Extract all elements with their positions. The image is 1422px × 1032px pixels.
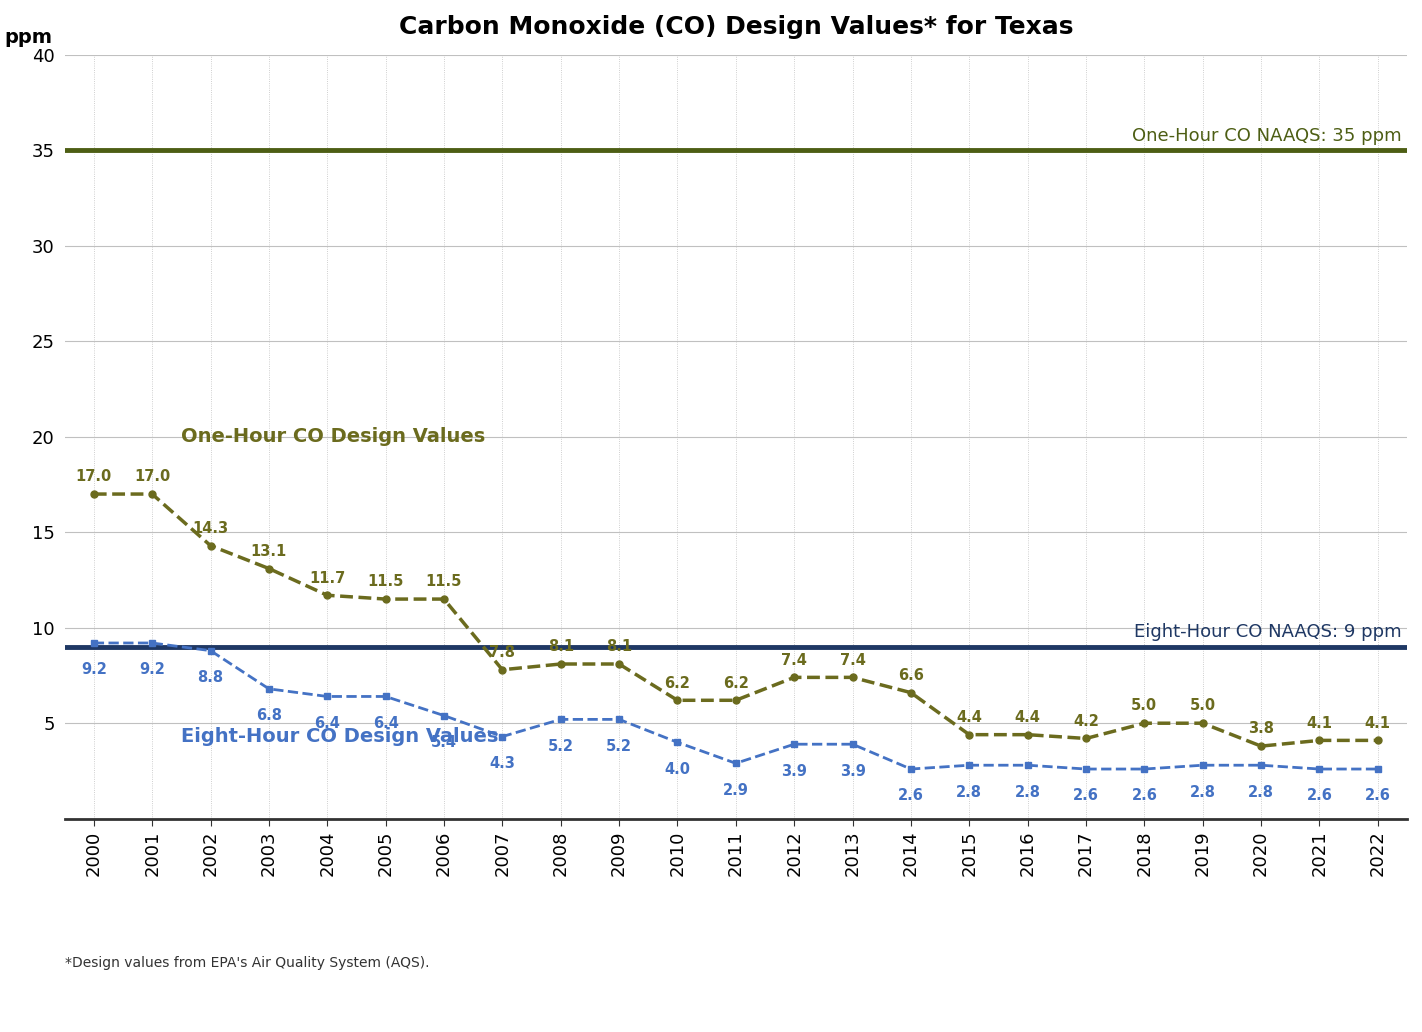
Text: 4.3: 4.3	[489, 756, 515, 771]
Text: 14.3: 14.3	[192, 521, 229, 536]
Text: 3.9: 3.9	[839, 764, 866, 779]
Text: 2.6: 2.6	[1132, 788, 1158, 804]
Text: One-Hour CO NAAQS: 35 ppm: One-Hour CO NAAQS: 35 ppm	[1132, 127, 1401, 144]
Text: 2.8: 2.8	[1249, 784, 1274, 800]
Text: 13.1: 13.1	[250, 544, 287, 558]
Text: 3.8: 3.8	[1249, 721, 1274, 737]
Text: 6.8: 6.8	[256, 708, 282, 723]
Text: *Design values from EPA's Air Quality System (AQS).: *Design values from EPA's Air Quality Sy…	[64, 957, 429, 970]
Text: One-Hour CO Design Values: One-Hour CO Design Values	[182, 427, 485, 446]
Text: 6.2: 6.2	[664, 676, 690, 690]
Text: 5.0: 5.0	[1132, 699, 1158, 713]
Text: 17.0: 17.0	[75, 470, 112, 484]
Text: 7.4: 7.4	[839, 652, 866, 668]
Text: Eight-Hour CO NAAQS: 9 ppm: Eight-Hour CO NAAQS: 9 ppm	[1133, 623, 1401, 641]
Text: 11.5: 11.5	[425, 575, 462, 589]
Text: 2.6: 2.6	[1074, 788, 1099, 804]
Text: 8.1: 8.1	[606, 639, 633, 654]
Text: 4.2: 4.2	[1074, 714, 1099, 729]
Text: 4.1: 4.1	[1365, 715, 1391, 731]
Title: Carbon Monoxide (CO) Design Values* for Texas: Carbon Monoxide (CO) Design Values* for …	[398, 15, 1074, 39]
Text: 4.4: 4.4	[957, 710, 983, 724]
Text: 6.4: 6.4	[373, 716, 398, 731]
Text: 4.0: 4.0	[664, 762, 691, 777]
Text: 6.6: 6.6	[897, 668, 924, 683]
Text: 3.9: 3.9	[781, 764, 808, 779]
Text: 9.2: 9.2	[139, 663, 165, 677]
Text: 5.2: 5.2	[606, 739, 631, 753]
Text: 6.4: 6.4	[314, 716, 340, 731]
Text: 2.8: 2.8	[1015, 784, 1041, 800]
Text: ppm: ppm	[4, 28, 53, 47]
Text: 9.2: 9.2	[81, 663, 107, 677]
Text: 17.0: 17.0	[134, 470, 171, 484]
Text: 11.5: 11.5	[367, 575, 404, 589]
Text: 5.0: 5.0	[1190, 699, 1216, 713]
Text: 7.4: 7.4	[781, 652, 808, 668]
Text: 8.1: 8.1	[547, 639, 573, 654]
Text: Eight-Hour CO Design Values: Eight-Hour CO Design Values	[182, 728, 499, 746]
Text: 7.8: 7.8	[489, 645, 515, 660]
Text: 8.8: 8.8	[198, 670, 223, 685]
Text: 2.6: 2.6	[1365, 788, 1391, 804]
Text: 5.2: 5.2	[547, 739, 573, 753]
Text: 4.4: 4.4	[1015, 710, 1041, 724]
Text: 5.4: 5.4	[431, 735, 456, 750]
Text: 4.1: 4.1	[1307, 715, 1332, 731]
Text: 11.7: 11.7	[309, 571, 346, 585]
Text: 6.2: 6.2	[722, 676, 749, 690]
Text: 2.6: 2.6	[897, 788, 924, 804]
Text: 2.8: 2.8	[956, 784, 983, 800]
Text: 2.9: 2.9	[722, 782, 749, 798]
Text: 2.8: 2.8	[1190, 784, 1216, 800]
Text: 2.6: 2.6	[1307, 788, 1332, 804]
